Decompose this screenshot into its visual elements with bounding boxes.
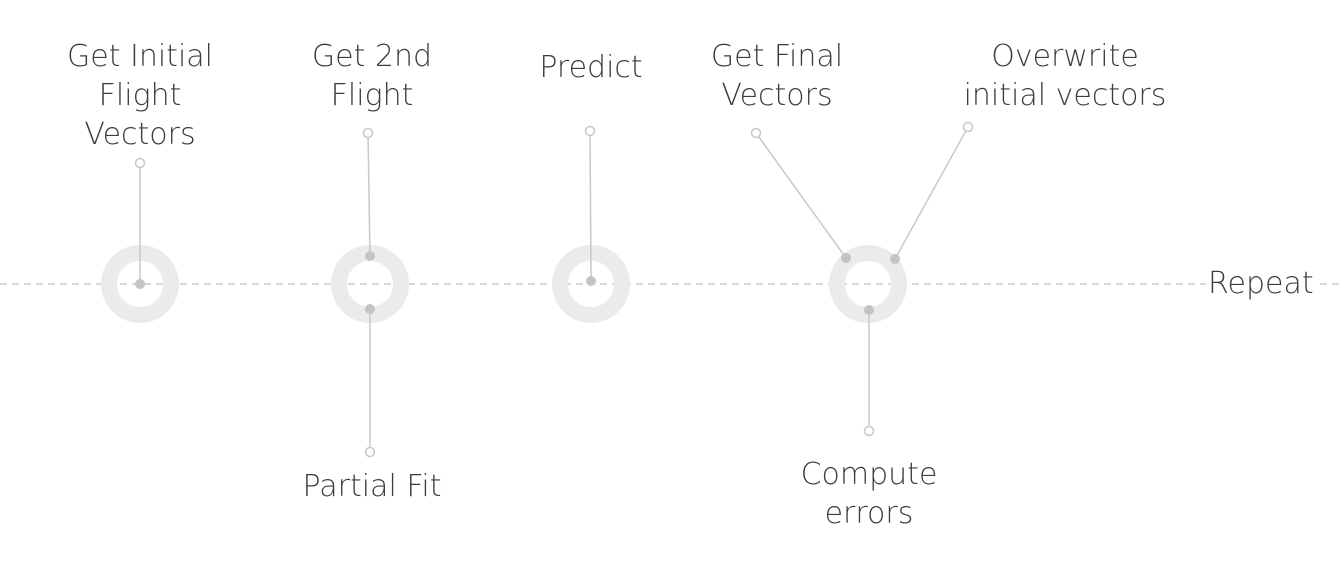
label-dot-final: [750, 127, 762, 139]
anchor-dot-overwrite: [890, 254, 900, 264]
anchor-dot-errors: [864, 305, 874, 315]
connector-second: [367, 132, 371, 257]
connector-final: [755, 132, 847, 259]
label-dot-overwrite: [962, 121, 974, 133]
step-label-initial: Get Initial Flight Vectors: [60, 37, 220, 154]
label-line: Get Initial: [66, 39, 213, 74]
label-line: Vectors: [721, 78, 833, 113]
step-label-predict: Predict: [520, 48, 662, 87]
label-line: Get 2nd: [311, 39, 433, 74]
anchor-dot-second: [365, 251, 375, 261]
step-label-final: Get Final Vectors: [692, 37, 862, 115]
connector-predict: [589, 130, 592, 282]
label-line: errors: [824, 496, 914, 531]
label-line: Predict: [539, 50, 643, 85]
label-dot-partial: [364, 446, 376, 458]
repeat-label: Repeat: [1206, 264, 1316, 303]
label-line: Vectors: [84, 117, 196, 152]
label-line: Compute: [800, 457, 938, 492]
step-label-partial: Partial Fit: [282, 467, 462, 506]
anchor-dot-predict: [586, 276, 596, 286]
step-label-errors: Compute errors: [784, 455, 954, 533]
stage-ring-4: [829, 245, 907, 323]
step-label-overwrite: Overwrite initial vectors: [950, 37, 1180, 115]
anchor-dot-initial: [135, 279, 145, 289]
connector-overwrite: [894, 126, 969, 260]
label-line: initial vectors: [963, 78, 1167, 113]
label-line: Flight: [330, 78, 414, 113]
label-line: Partial Fit: [302, 469, 442, 504]
label-line: Flight: [98, 78, 182, 113]
anchor-dot-partial: [365, 304, 375, 314]
label-dot-predict: [584, 125, 596, 137]
label-dot-second: [362, 127, 374, 139]
anchor-dot-final: [841, 253, 851, 263]
label-line: Overwrite: [991, 39, 1139, 74]
label-line: Get Final: [710, 39, 844, 74]
step-label-second: Get 2nd Flight: [292, 37, 452, 115]
label-dot-initial: [134, 157, 146, 169]
label-dot-errors: [863, 425, 875, 437]
